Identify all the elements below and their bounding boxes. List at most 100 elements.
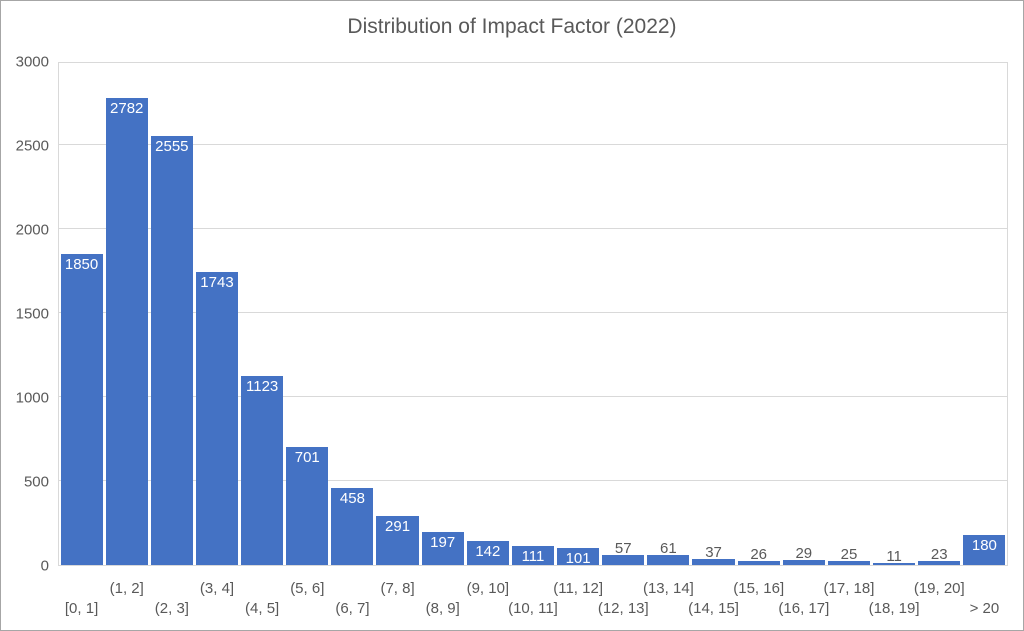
gridline [59, 312, 1007, 313]
bar-slot: 701 (5, 6] [285, 63, 330, 597]
bar-value-label: 1743 [200, 274, 234, 292]
bar-value-label: 29 [795, 545, 813, 563]
bars-container: 1850 [0, 1] 2782 (1, 2] 2555 (2, 3] 1743 (3, 4]… [59, 63, 1007, 617]
bar-value-label: 291 [385, 518, 411, 536]
bar-value-label: 101 [565, 550, 591, 568]
bar-value-label: 180 [971, 536, 997, 554]
bar-slot: 29 (16, 17] [778, 63, 829, 617]
bar-slot: 142 (9, 10] [465, 63, 510, 597]
bar [873, 563, 916, 565]
bar-slot: 23 (19, 20] [914, 63, 965, 597]
bar [241, 376, 284, 565]
bar [557, 548, 600, 565]
bar [827, 560, 871, 565]
bar-slot: 2555 (2, 3] [149, 63, 194, 617]
bar [150, 135, 193, 565]
bar-value-label: 37 [705, 543, 722, 561]
bar-value-label: 57 [614, 540, 632, 558]
x-tick-label: (14, 15] [688, 600, 739, 617]
x-tick-label: > 20 [969, 600, 1000, 617]
bar-value-label: 197 [430, 533, 456, 551]
bar [60, 254, 103, 565]
gridline [59, 396, 1007, 397]
bar-value-label: 1123 [246, 378, 279, 396]
x-tick-label: (17, 18] [823, 580, 875, 597]
gridline [59, 228, 1007, 229]
gridline [59, 480, 1007, 481]
bar-slot: 25 (17, 18] [824, 63, 875, 596]
bar [782, 560, 825, 565]
y-tick-label: 1500 [15, 305, 49, 323]
bar-slot: 1743 (3, 4] [194, 63, 239, 597]
bar-slot: 291 (7, 8] [375, 63, 420, 597]
bar-value-label: 458 [339, 490, 365, 508]
bar-slot: 180 > 20 [962, 63, 1007, 617]
bar [376, 516, 419, 565]
x-tick-label: (18, 19] [868, 600, 920, 617]
bar-value-label: 25 [840, 545, 858, 563]
bar [692, 558, 735, 565]
x-tick-label: (10, 11] [508, 600, 558, 617]
bar-value-label: 701 [294, 449, 320, 467]
x-tick-label: (6, 7] [335, 600, 370, 617]
x-tick-label: (9, 10] [466, 580, 510, 597]
plot-area: 1850 [0, 1] 2782 (1, 2] 2555 (2, 3] 1743 (3, 4]… [58, 62, 1008, 617]
bar-value-label: 26 [750, 545, 768, 563]
x-tick-label: (15, 16] [733, 580, 785, 597]
bar-value-label: 142 [475, 543, 501, 561]
bar-slot: 197 (8, 9] [420, 63, 465, 617]
bar-value-label: 61 [660, 539, 677, 557]
x-tick-label: (19, 20] [913, 580, 965, 597]
bar-value-label: 2782 [110, 99, 144, 117]
bar [918, 561, 961, 565]
y-tick-label: 2000 [15, 221, 49, 239]
y-tick-label: 1000 [15, 389, 49, 407]
y-tick-label: 3000 [15, 53, 49, 71]
bar-value-label: 11 [886, 548, 902, 565]
chart-title: Distribution of Impact Factor (2022) [347, 15, 677, 38]
bar [647, 554, 690, 565]
bar [421, 531, 464, 565]
x-tick-label: (4, 5] [245, 600, 280, 617]
bar-slot: 101 (11, 12] [553, 63, 603, 597]
y-tick-label: 500 [23, 473, 49, 491]
x-tick-label: (7, 8] [380, 580, 415, 597]
x-tick-label: (13, 14] [642, 580, 694, 597]
y-tick-label: 2500 [15, 137, 49, 155]
x-tick-label: (3, 4] [199, 580, 235, 597]
bar-slot: 458 (6, 7] [330, 63, 375, 617]
bar-slot: 26 (15, 16] [733, 63, 784, 596]
bar-slot: 1123 (4, 5] [240, 63, 285, 617]
bar [195, 272, 239, 565]
bar [602, 555, 645, 565]
bar-slot: 57 (12, 13] [598, 63, 649, 617]
bar [737, 560, 780, 565]
bar-value-label: 23 [930, 546, 948, 564]
bar-value-label: 2555 [155, 137, 189, 155]
x-tick-label: (5, 6] [290, 580, 325, 597]
x-tick-label: (11, 12] [553, 580, 603, 597]
bar-slot: 61 (13, 14] [643, 63, 694, 596]
x-tick-label: (8, 9] [425, 600, 460, 617]
x-tick-label: (1, 2] [109, 580, 144, 597]
bar [286, 447, 329, 565]
bar-slot: 11 (18, 19] [869, 63, 920, 617]
bar-slot: 37 (14, 15] [688, 63, 739, 616]
bar [963, 534, 1006, 565]
bar [466, 541, 509, 565]
bar-slot: 111 (10, 11] [508, 63, 558, 617]
bar-slot: 2782 (1, 2] [104, 63, 149, 597]
x-tick-label: (16, 17] [778, 600, 830, 617]
bar [105, 97, 148, 565]
x-tick-label: (12, 13] [597, 600, 649, 617]
bar-value-label: 111 [521, 548, 545, 566]
bar [331, 488, 374, 565]
x-tick-label: (2, 3] [154, 600, 189, 617]
bar [511, 546, 555, 565]
x-tick-label: [0, 1] [64, 600, 99, 617]
y-tick-label: 0 [40, 557, 49, 575]
bar-slot: 1850 [0, 1] [59, 63, 104, 617]
gridline [59, 144, 1007, 145]
bar-value-label: 1850 [64, 256, 99, 274]
